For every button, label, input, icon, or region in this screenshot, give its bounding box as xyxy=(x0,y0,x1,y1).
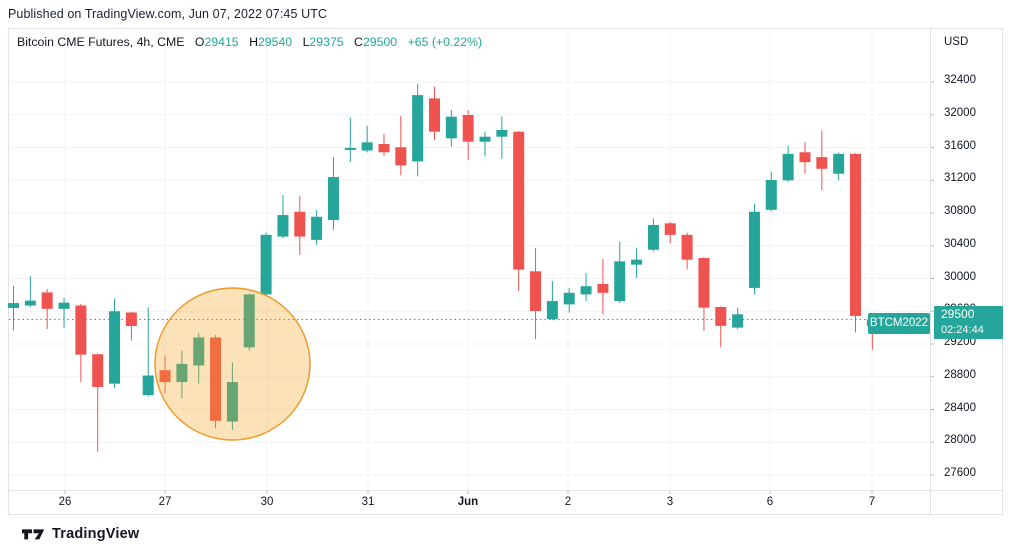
candle-body xyxy=(833,153,845,174)
price-axis-label: 30800 xyxy=(944,205,976,217)
candle-body xyxy=(462,114,474,142)
tradingview-logo-icon xyxy=(22,529,45,540)
candle-body xyxy=(765,180,777,210)
candle-body xyxy=(210,337,222,421)
candle-body xyxy=(378,143,390,153)
candle-body xyxy=(530,271,542,312)
ohlc-close: C29500 xyxy=(354,35,398,49)
price-axis-label: 32000 xyxy=(944,106,976,119)
candle-body xyxy=(159,370,171,383)
candle-body xyxy=(664,223,676,235)
candle-body xyxy=(24,300,36,306)
ohlc-high: H29540 xyxy=(249,35,293,49)
candle-body xyxy=(412,95,424,162)
candle-body xyxy=(260,234,272,295)
candle-body xyxy=(109,311,121,384)
candle-body xyxy=(631,259,643,265)
candle-body xyxy=(748,211,760,288)
candle-body xyxy=(327,177,339,221)
time-axis-label: 2 xyxy=(564,496,572,508)
price-axis-label: 30000 xyxy=(944,270,976,283)
candle-body xyxy=(782,153,794,181)
candle-body xyxy=(8,303,19,308)
candle-body xyxy=(715,306,727,326)
candle-body xyxy=(395,147,407,166)
time-axis-label: 31 xyxy=(361,496,375,508)
candle-body xyxy=(479,136,491,142)
candle-body xyxy=(294,211,306,237)
candle-body xyxy=(361,142,373,151)
candle-body xyxy=(92,354,104,387)
candle-body xyxy=(614,261,626,302)
time-axis-separator xyxy=(8,490,1003,491)
candle-body xyxy=(277,215,289,237)
price-axis-label: 27600 xyxy=(944,467,976,479)
candle-body xyxy=(243,294,255,348)
candle-body xyxy=(311,216,323,240)
price-axis-label: 31600 xyxy=(944,139,976,152)
chart-legend: Bitcoin CME Futures, 4h, CME O29415 H295… xyxy=(17,35,482,49)
highlight-circle xyxy=(154,287,311,441)
symbol-title: Bitcoin CME Futures, 4h, CME xyxy=(17,35,185,49)
price-axis-label: 28000 xyxy=(944,434,976,447)
candle-body xyxy=(563,292,575,305)
candle-body xyxy=(496,129,508,137)
last-price-value: 29500 xyxy=(941,307,975,321)
price-axis-label: 28800 xyxy=(944,368,976,381)
time-axis-label: 26 xyxy=(58,496,72,508)
price-axis-label: 31200 xyxy=(944,172,976,185)
candle-body xyxy=(546,301,558,320)
candle-body xyxy=(193,337,205,366)
candle-body xyxy=(445,116,457,139)
candle-body xyxy=(429,98,440,132)
change-value: +65 (+0.22%) xyxy=(407,35,483,49)
candle-body xyxy=(597,283,609,293)
price-axis-separator xyxy=(930,28,931,515)
candle-body xyxy=(850,153,861,316)
candle-body xyxy=(580,286,592,295)
ohlc-open: O29415 xyxy=(194,35,239,49)
time-axis-label: 27 xyxy=(158,496,172,508)
candle-body xyxy=(816,157,828,169)
candle-body xyxy=(226,382,238,422)
candle-body xyxy=(142,375,154,396)
time-axis-label: 6 xyxy=(766,496,774,508)
candle-body xyxy=(732,314,744,328)
time-axis-label: 30 xyxy=(260,496,274,508)
candle-body xyxy=(698,258,710,308)
candle-body xyxy=(681,234,693,260)
price-axis-label: 32400 xyxy=(944,74,976,86)
candle-body xyxy=(176,363,188,383)
candle-body xyxy=(647,224,659,250)
candle-body xyxy=(75,305,87,355)
candle-body xyxy=(58,302,70,309)
contract-badge[interactable]: BTCM2022 xyxy=(868,313,930,334)
candle-body xyxy=(513,131,525,270)
candle-body xyxy=(41,292,53,309)
time-axis-label: 3 xyxy=(666,496,674,508)
last-price-label: 29500 02:24:44 xyxy=(934,306,1003,339)
price-axis-label: 28400 xyxy=(944,401,976,414)
price-axis-label: 30400 xyxy=(944,237,976,250)
candle-body xyxy=(799,152,811,163)
candle-body xyxy=(344,147,356,150)
ohlc-low: L29375 xyxy=(302,35,344,49)
time-axis-label: Jun xyxy=(457,496,479,508)
time-axis-label: 7 xyxy=(868,496,876,508)
tradingview-wordmark: TradingView xyxy=(52,526,140,542)
tradingview-brand[interactable]: TradingView xyxy=(22,526,139,542)
candle-countdown: 02:24:44 xyxy=(941,324,984,336)
price-axis-label: 29200 xyxy=(944,336,976,348)
currency-label: USD xyxy=(944,36,969,48)
published-banner: Published on TradingView.com, Jun 07, 20… xyxy=(8,7,328,21)
chart-frame xyxy=(8,28,1003,515)
